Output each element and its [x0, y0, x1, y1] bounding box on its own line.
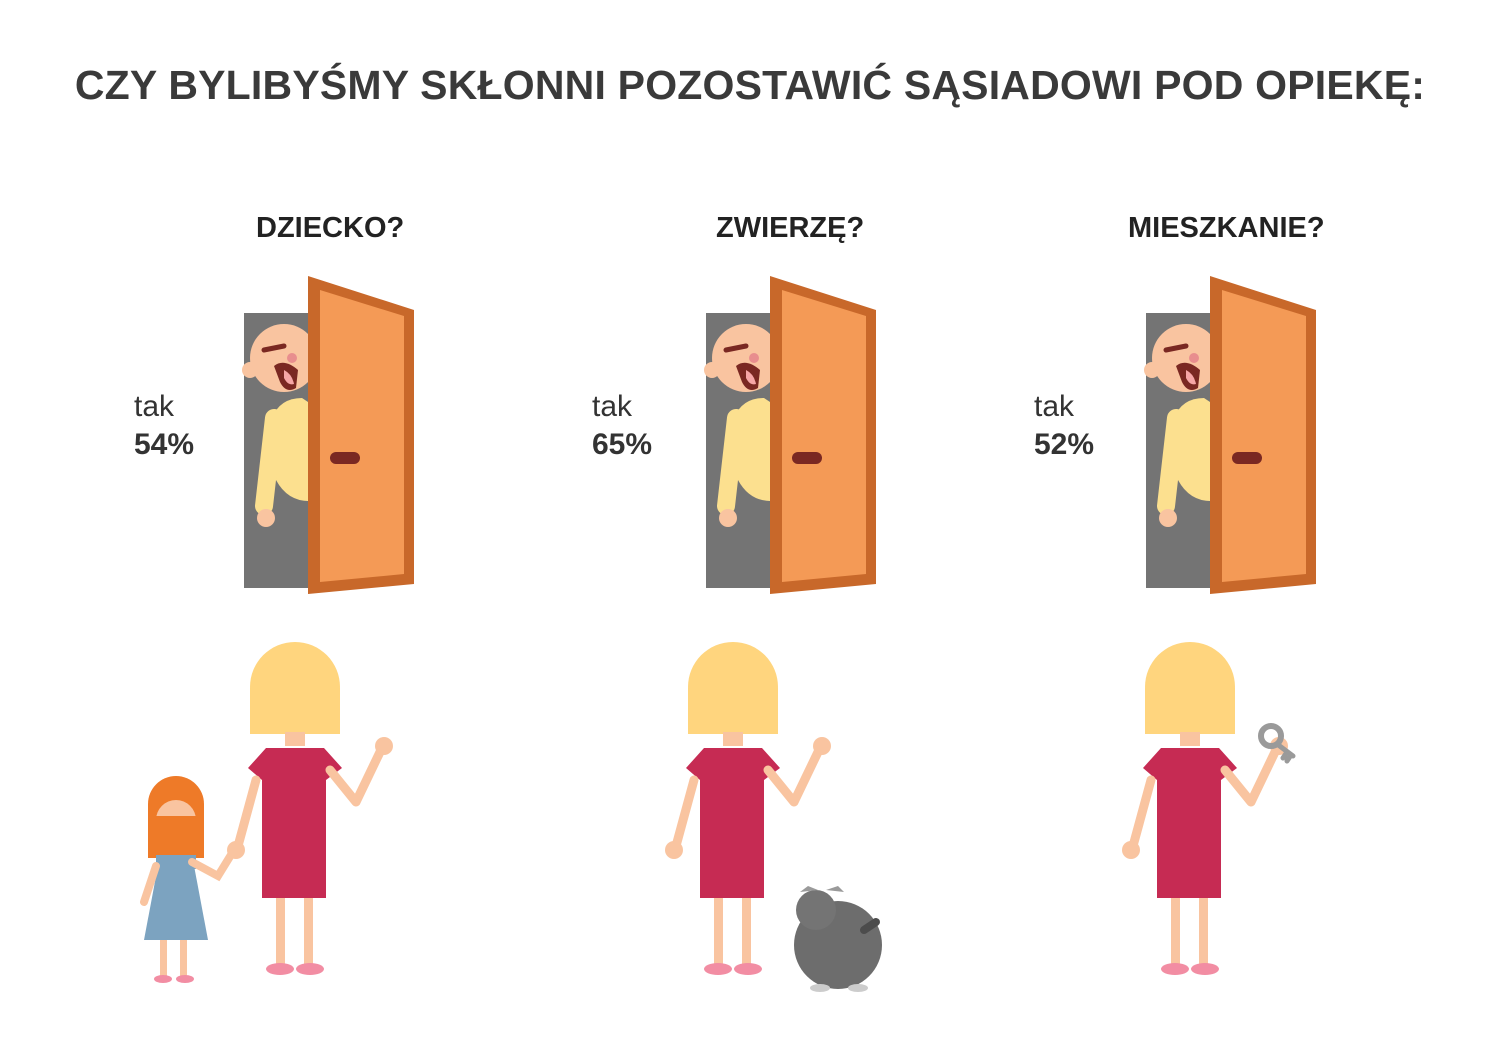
- answer-pet: tak 65%: [592, 388, 652, 464]
- woman-with-key-illustration: [1025, 640, 1296, 990]
- answer-label: tak: [134, 390, 175, 423]
- answer-apartment: tak 52%: [1034, 388, 1094, 464]
- question-label-pet: ZWIERZĘ?: [716, 212, 865, 244]
- woman-with-child-illustration: [140, 640, 410, 983]
- answer-label: tak: [592, 390, 633, 423]
- answer-percent: 54%: [134, 428, 195, 461]
- woman-with-dog-illustration: [568, 640, 882, 992]
- answer-percent: 52%: [1034, 428, 1095, 461]
- question-label-child: DZIECKO?: [256, 212, 405, 244]
- neighbor-door-illustration: [240, 270, 420, 600]
- child-icon: [140, 776, 238, 983]
- key-icon: [1258, 723, 1296, 764]
- page-title: CZY BYLIBYŚMY SKŁONNI POZOSTAWIĆ SĄSIADO…: [74, 62, 1426, 108]
- answer-label: tak: [1034, 390, 1075, 423]
- neighbor-door-illustration: [1142, 270, 1322, 600]
- neighbor-door-illustration: [702, 270, 882, 600]
- answer-child: tak 54%: [134, 388, 194, 464]
- question-label-apartment: MIESZKANIE?: [1128, 212, 1325, 244]
- dog-icon: [794, 886, 882, 992]
- answer-percent: 65%: [592, 428, 653, 461]
